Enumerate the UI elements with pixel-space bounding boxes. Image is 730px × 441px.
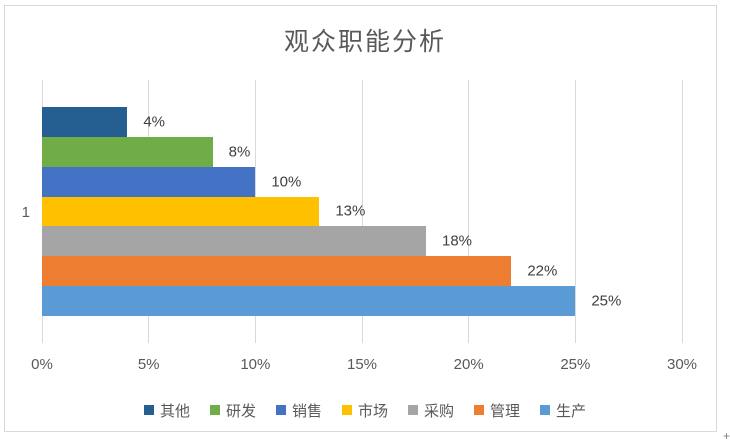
bar-data-label: 18% xyxy=(442,232,473,250)
legend-label: 管理 xyxy=(490,403,521,420)
legend-swatch-icon xyxy=(540,405,551,415)
bar-row-采购: 18% xyxy=(42,226,682,257)
bar-data-label: 22% xyxy=(527,262,558,280)
chart-title: 观众职能分析 xyxy=(283,29,446,56)
bar-生产 xyxy=(42,286,576,316)
legend-swatch-icon xyxy=(275,405,286,415)
bar-研发 xyxy=(42,136,213,167)
bar-销售 xyxy=(42,166,256,197)
legend-swatch-icon xyxy=(474,405,485,415)
bar-row-其他: 4% xyxy=(42,107,682,137)
legend-label: 销售 xyxy=(291,403,322,420)
x-tick-label: 25% xyxy=(560,356,591,373)
x-tick-label: 5% xyxy=(137,356,160,373)
gridline xyxy=(468,80,470,343)
bar-采购 xyxy=(42,226,426,257)
bar-row-销售: 10% xyxy=(42,166,682,197)
bar-data-label: 4% xyxy=(143,113,166,131)
legend-label: 市场 xyxy=(357,403,388,420)
legend-label: 研发 xyxy=(225,403,256,420)
bar-data-label: 10% xyxy=(271,173,302,191)
gridline xyxy=(361,80,363,343)
bar-row-管理: 22% xyxy=(42,256,682,287)
gridline xyxy=(681,80,683,343)
bar-row-研发: 8% xyxy=(42,136,682,167)
chart-legend: 其他 研发 销售 市场 采购 管理 生产 xyxy=(0,399,730,421)
legend-item-管理: 管理 xyxy=(474,400,520,421)
bar-其他 xyxy=(42,107,128,137)
legend-label: 生产 xyxy=(556,403,587,420)
legend-swatch-icon xyxy=(143,405,154,415)
plot-area: 4% 8% 10% 13% 18% 22% 25% xyxy=(41,80,683,343)
legend-item-市场: 市场 xyxy=(341,400,388,421)
x-tick-label: 0% xyxy=(31,356,53,373)
legend-item-其他: 其他 xyxy=(143,400,190,421)
x-tick-label: 10% xyxy=(240,356,271,373)
x-tick-label: 30% xyxy=(666,356,698,373)
legend-label: 采购 xyxy=(424,403,455,420)
x-tick-label: 20% xyxy=(453,356,484,373)
legend-item-采购: 采购 xyxy=(408,400,454,421)
x-axis-tick-labels: 0% 5% 10% 15% 20% 25% 30% xyxy=(31,356,697,376)
crosshair-cursor-icon: + xyxy=(722,429,730,441)
legend-label: 其他 xyxy=(159,403,190,420)
legend-swatch-icon xyxy=(341,405,352,415)
bar-row-市场: 13% xyxy=(42,196,682,227)
bar-data-label: 25% xyxy=(591,292,622,310)
legend-item-研发: 研发 xyxy=(209,400,256,421)
bar-data-label: 8% xyxy=(228,143,251,161)
bar-row-生产: 25% xyxy=(42,286,682,316)
legend-swatch-icon xyxy=(408,405,418,415)
gridline xyxy=(574,80,576,343)
x-tick-label: 15% xyxy=(346,356,378,373)
legend-item-生产: 生产 xyxy=(540,400,586,421)
legend-item-销售: 销售 xyxy=(275,400,322,421)
bar-市场 xyxy=(42,196,320,227)
y-axis-category-label: 1 xyxy=(21,204,30,221)
legend-swatch-icon xyxy=(209,405,220,415)
bar-data-label: 13% xyxy=(335,202,366,220)
bar-管理 xyxy=(42,256,512,287)
